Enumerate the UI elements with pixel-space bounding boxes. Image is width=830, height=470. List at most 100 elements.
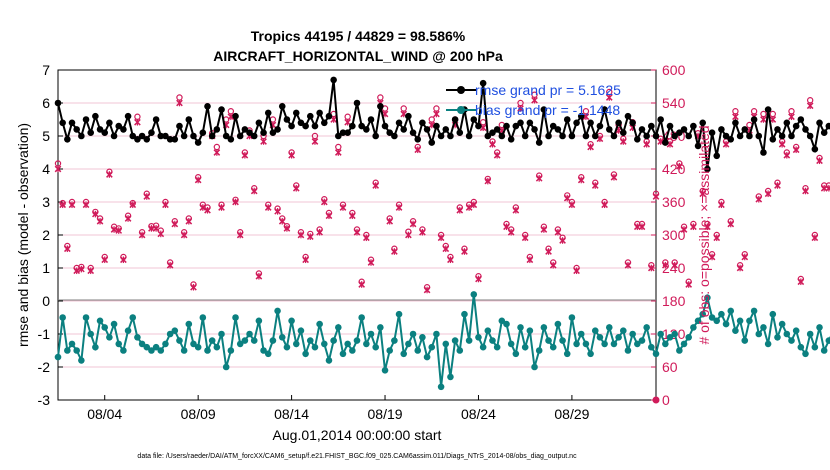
rmse-point [64,136,71,143]
y-left-tick-label: 2 [42,227,50,243]
rmse-point [680,126,688,133]
bias-point [662,340,669,348]
assimilated-obs-marker [643,140,650,148]
rmse-point [708,129,716,136]
rmse-point [381,122,389,130]
assimilated-obs-marker [405,231,412,239]
assimilated-obs-marker [115,227,123,234]
rmse-point [82,116,90,123]
assimilated-obs-marker [671,261,679,269]
rmse-point [405,112,412,120]
rmse-point [750,116,758,123]
assimilated-obs-marker [783,151,791,159]
rmse-point [531,126,538,133]
bias-point [704,294,711,302]
assimilated-obs-marker [176,99,183,107]
rmse-point [190,132,197,140]
bias-point [302,350,309,358]
y-right-tick-label: 0 [662,392,670,408]
assimilated-obs-marker [521,234,529,242]
rmse-point [825,122,830,130]
rmse-point [264,109,272,117]
rmse-point [255,119,263,127]
rmse-point [685,132,693,140]
y-left-tick-label: -1 [38,326,51,342]
bias-point [540,324,548,331]
assimilated-obs-marker [736,264,744,272]
rmse-point [442,126,450,133]
assimilated-obs-marker [171,220,179,228]
rmse-point [311,122,319,130]
rmse-point [489,129,496,136]
bias-point [395,310,403,318]
bias-point [171,327,179,335]
rmse-point [180,132,188,140]
bias-point [568,314,576,321]
rmse-point [521,132,529,140]
rmse-point [320,119,328,127]
assimilated-obs-marker [110,226,118,233]
rmse-point [475,122,482,130]
rmse-point [503,122,510,130]
bias-point [624,347,632,354]
assimilated-obs-marker [199,204,207,211]
y-right-tick-label: 600 [662,62,686,78]
bias-point [124,327,132,335]
rmse-point [493,126,501,133]
bias-point [250,337,258,344]
rmse-point [517,119,524,127]
rmse-point [166,136,174,143]
y-right-tick-label: 540 [662,95,686,111]
possible-obs-marker [433,105,440,112]
assimilated-obs-marker [129,201,137,209]
bias-point [451,337,459,344]
bias-point [367,330,375,338]
legend: rmse grand pr = 5.1625 bias grand pr = -… [446,82,621,118]
rmse-point [554,126,562,133]
rmse-point [816,119,823,127]
rmse-point [619,129,627,136]
bias-point [582,340,590,348]
bias-point [648,343,655,351]
assimilated-obs-marker [166,261,174,269]
bias-point [255,317,263,325]
rmse-point [582,132,590,140]
bias-point [512,350,520,358]
assimilated-obs-marker [87,267,95,275]
data-file-footnote: data file: /Users/raeder/DAI/ATM_forcXX/… [137,453,577,460]
legend-bias-label: bias grand pr = -1.1448 [475,102,620,118]
assimilated-obs-marker [531,96,538,104]
rmse-point [638,126,646,133]
y-left-tick-label: 5 [42,128,50,144]
bias-point [788,337,795,344]
bias-point [433,330,440,338]
bias-point [176,337,183,344]
rmse-point [185,116,193,123]
rmse-point [222,132,230,140]
bias-point [493,343,501,351]
rmse-point [479,79,487,87]
bias-point [573,340,580,348]
assimilated-obs-marker [526,256,534,264]
bias-point [339,350,347,358]
bias-point [680,340,688,348]
assimilated-obs-marker [573,267,580,275]
rmse-point [433,122,440,130]
assimilated-obs-marker [274,208,281,215]
assimilated-obs-marker [638,223,646,231]
bias-point [218,330,225,338]
rmse-point [470,116,478,123]
assimilated-obs-marker [372,182,380,189]
x-tick-label: 08/24 [461,406,496,422]
bias-point [778,320,786,328]
rmse-point [236,132,244,140]
assimilated-obs-marker [470,201,478,209]
bias-point [185,320,193,328]
bias-point [732,327,739,335]
assimilated-obs-marker [54,165,62,173]
assimilated-obs-marker [68,201,76,209]
rmse-point [507,136,515,143]
rmse-point [68,119,76,127]
x-axis-label: Aug.01,2014 00:00:00 start [273,427,442,443]
bias-point [260,347,267,354]
